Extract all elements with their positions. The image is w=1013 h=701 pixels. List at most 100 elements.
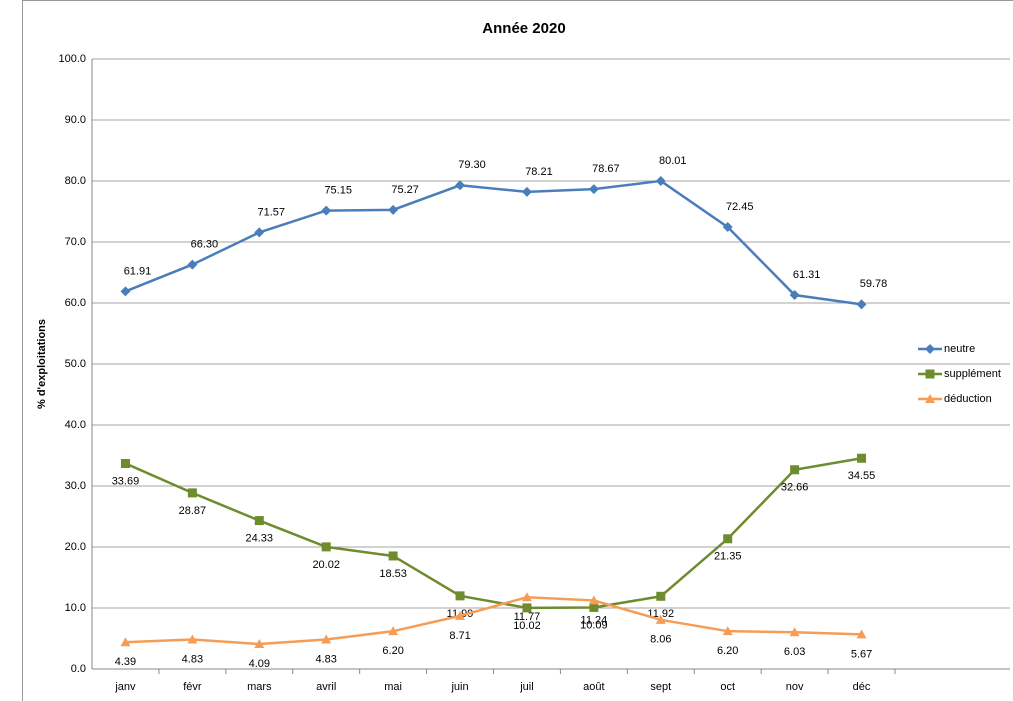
data-point — [789, 290, 800, 301]
legend-marker — [925, 394, 935, 403]
data-point — [723, 534, 733, 544]
data-label: 4.83 — [182, 653, 203, 665]
data-label: 61.31 — [793, 269, 821, 281]
x-tick-label: août — [583, 681, 604, 693]
x-tick-label: mai — [384, 681, 402, 693]
data-point — [187, 488, 197, 498]
legend-marker — [925, 369, 935, 379]
x-tick-label: janv — [114, 681, 136, 693]
data-point — [254, 227, 265, 238]
data-point — [187, 259, 198, 270]
data-label: 78.21 — [525, 166, 553, 178]
series-line — [124, 457, 862, 610]
x-tick-label: avril — [316, 681, 336, 693]
data-point — [856, 299, 867, 310]
data-point — [521, 592, 532, 602]
legend-label: neutre — [944, 343, 975, 355]
data-point — [120, 637, 131, 647]
data-label: 4.83 — [315, 653, 336, 665]
data-point — [722, 626, 733, 636]
data-label: 79.30 — [458, 159, 486, 171]
data-point — [589, 602, 599, 612]
data-point — [656, 591, 666, 601]
data-label: 80.01 — [659, 155, 687, 167]
data-point — [321, 542, 331, 552]
data-point — [254, 639, 265, 649]
data-label: 4.39 — [115, 656, 136, 668]
data-label: 78.67 — [592, 163, 620, 175]
x-tick-label: févr — [183, 681, 202, 693]
data-label: 10.02 — [513, 620, 541, 632]
data-label: 24.33 — [246, 532, 274, 544]
data-label: 28.87 — [179, 505, 207, 517]
data-label: 6.03 — [784, 646, 805, 658]
x-tick-label: sept — [650, 681, 671, 693]
data-point — [388, 551, 398, 561]
data-point — [521, 186, 532, 197]
y-axis-label: % d'exploitations — [36, 319, 48, 409]
data-label: 75.27 — [391, 184, 419, 196]
data-label: 6.20 — [717, 645, 738, 657]
data-point — [120, 458, 130, 468]
data-point — [655, 175, 666, 186]
x-tick-label: juin — [450, 681, 468, 693]
data-label: 61.91 — [124, 265, 152, 277]
data-label: 66.30 — [191, 238, 219, 250]
y-tick-label: 10.0 — [65, 602, 86, 614]
data-point — [655, 614, 666, 624]
y-tick-label: 20.0 — [65, 541, 86, 553]
data-point — [722, 222, 733, 233]
y-tick-label: 50.0 — [65, 358, 86, 370]
series-line — [125, 595, 862, 646]
data-label: 8.71 — [449, 630, 470, 642]
x-tick-label: oct — [720, 681, 735, 693]
data-point — [790, 465, 800, 475]
data-point — [388, 626, 399, 636]
x-tick-label: mars — [247, 681, 272, 693]
data-point — [522, 603, 532, 613]
data-point — [455, 180, 466, 191]
legend-marker — [925, 344, 935, 354]
series-line — [124, 179, 862, 306]
data-label: 5.67 — [851, 648, 872, 660]
data-label: 59.78 — [860, 278, 888, 290]
data-label: 8.06 — [650, 634, 671, 646]
y-tick-label: 40.0 — [65, 419, 86, 431]
y-tick-label: 100.0 — [58, 53, 86, 65]
y-tick-label: 80.0 — [65, 175, 86, 187]
data-label: 20.02 — [312, 559, 340, 571]
data-label: 6.20 — [382, 645, 403, 657]
data-point — [455, 591, 465, 601]
y-tick-label: 0.0 — [71, 663, 86, 675]
data-label: 21.35 — [714, 551, 742, 563]
y-tick-label: 70.0 — [65, 236, 86, 248]
data-point — [321, 205, 332, 216]
data-point — [388, 204, 399, 215]
data-point — [588, 595, 599, 605]
data-point — [120, 286, 131, 297]
chart-title: Année 2020 — [482, 20, 565, 37]
data-label: 75.15 — [324, 184, 352, 196]
chart-border — [22, 0, 1013, 701]
data-point — [857, 453, 867, 463]
data-point — [254, 516, 264, 526]
data-label: 4.09 — [249, 658, 270, 670]
data-point — [321, 634, 332, 644]
data-label: 32.66 — [781, 482, 809, 494]
x-tick-label: nov — [786, 681, 804, 693]
x-tick-label: juil — [519, 681, 533, 693]
data-point — [455, 610, 466, 620]
y-tick-label: 60.0 — [65, 297, 86, 309]
data-point — [588, 184, 599, 195]
data-label: 11.24 — [581, 614, 608, 626]
legend-label: déduction — [944, 393, 992, 405]
data-label: 18.53 — [379, 568, 407, 580]
data-label: 11.77 — [514, 611, 541, 623]
y-tick-label: 90.0 — [65, 114, 86, 126]
data-point — [789, 627, 800, 637]
legend-label: supplément — [944, 368, 1001, 380]
data-point — [856, 629, 867, 639]
data-label: 34.55 — [848, 470, 876, 482]
y-tick-label: 30.0 — [65, 480, 86, 492]
